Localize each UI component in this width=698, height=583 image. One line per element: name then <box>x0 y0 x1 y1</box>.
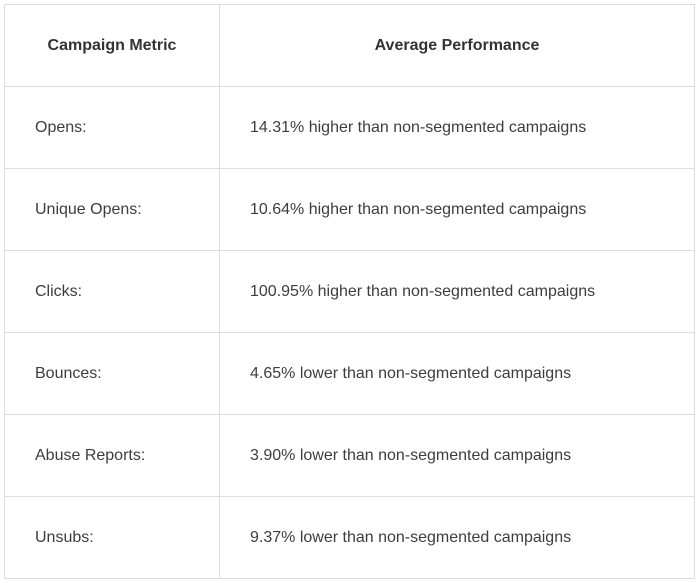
table-row: Opens: 14.31% higher than non-segmented … <box>4 86 695 169</box>
header-row: Campaign Metric Average Performance <box>4 4 695 87</box>
header-average-performance: Average Performance <box>219 4 695 87</box>
table-row: Abuse Reports: 3.90% lower than non-segm… <box>4 414 695 497</box>
table-row: Bounces: 4.65% lower than non-segmented … <box>4 332 695 415</box>
metric-cell: Unique Opens: <box>4 168 220 251</box>
performance-cell: 100.95% higher than non-segmented campai… <box>219 250 695 333</box>
metric-cell: Opens: <box>4 86 220 169</box>
table-header: Campaign Metric Average Performance <box>4 4 695 87</box>
table-body: Opens: 14.31% higher than non-segmented … <box>4 86 695 579</box>
table-row: Clicks: 100.95% higher than non-segmente… <box>4 250 695 333</box>
metric-cell: Clicks: <box>4 250 220 333</box>
performance-cell: 10.64% higher than non-segmented campaig… <box>219 168 695 251</box>
performance-cell: 9.37% lower than non-segmented campaigns <box>219 496 695 579</box>
performance-cell: 4.65% lower than non-segmented campaigns <box>219 332 695 415</box>
metric-cell: Bounces: <box>4 332 220 415</box>
campaign-metrics-table: Campaign Metric Average Performance Open… <box>4 4 695 579</box>
table-row: Unique Opens: 10.64% higher than non-seg… <box>4 168 695 251</box>
metric-cell: Abuse Reports: <box>4 414 220 497</box>
performance-cell: 14.31% higher than non-segmented campaig… <box>219 86 695 169</box>
performance-cell: 3.90% lower than non-segmented campaigns <box>219 414 695 497</box>
metric-cell: Unsubs: <box>4 496 220 579</box>
table-row: Unsubs: 9.37% lower than non-segmented c… <box>4 496 695 579</box>
header-campaign-metric: Campaign Metric <box>4 4 220 87</box>
